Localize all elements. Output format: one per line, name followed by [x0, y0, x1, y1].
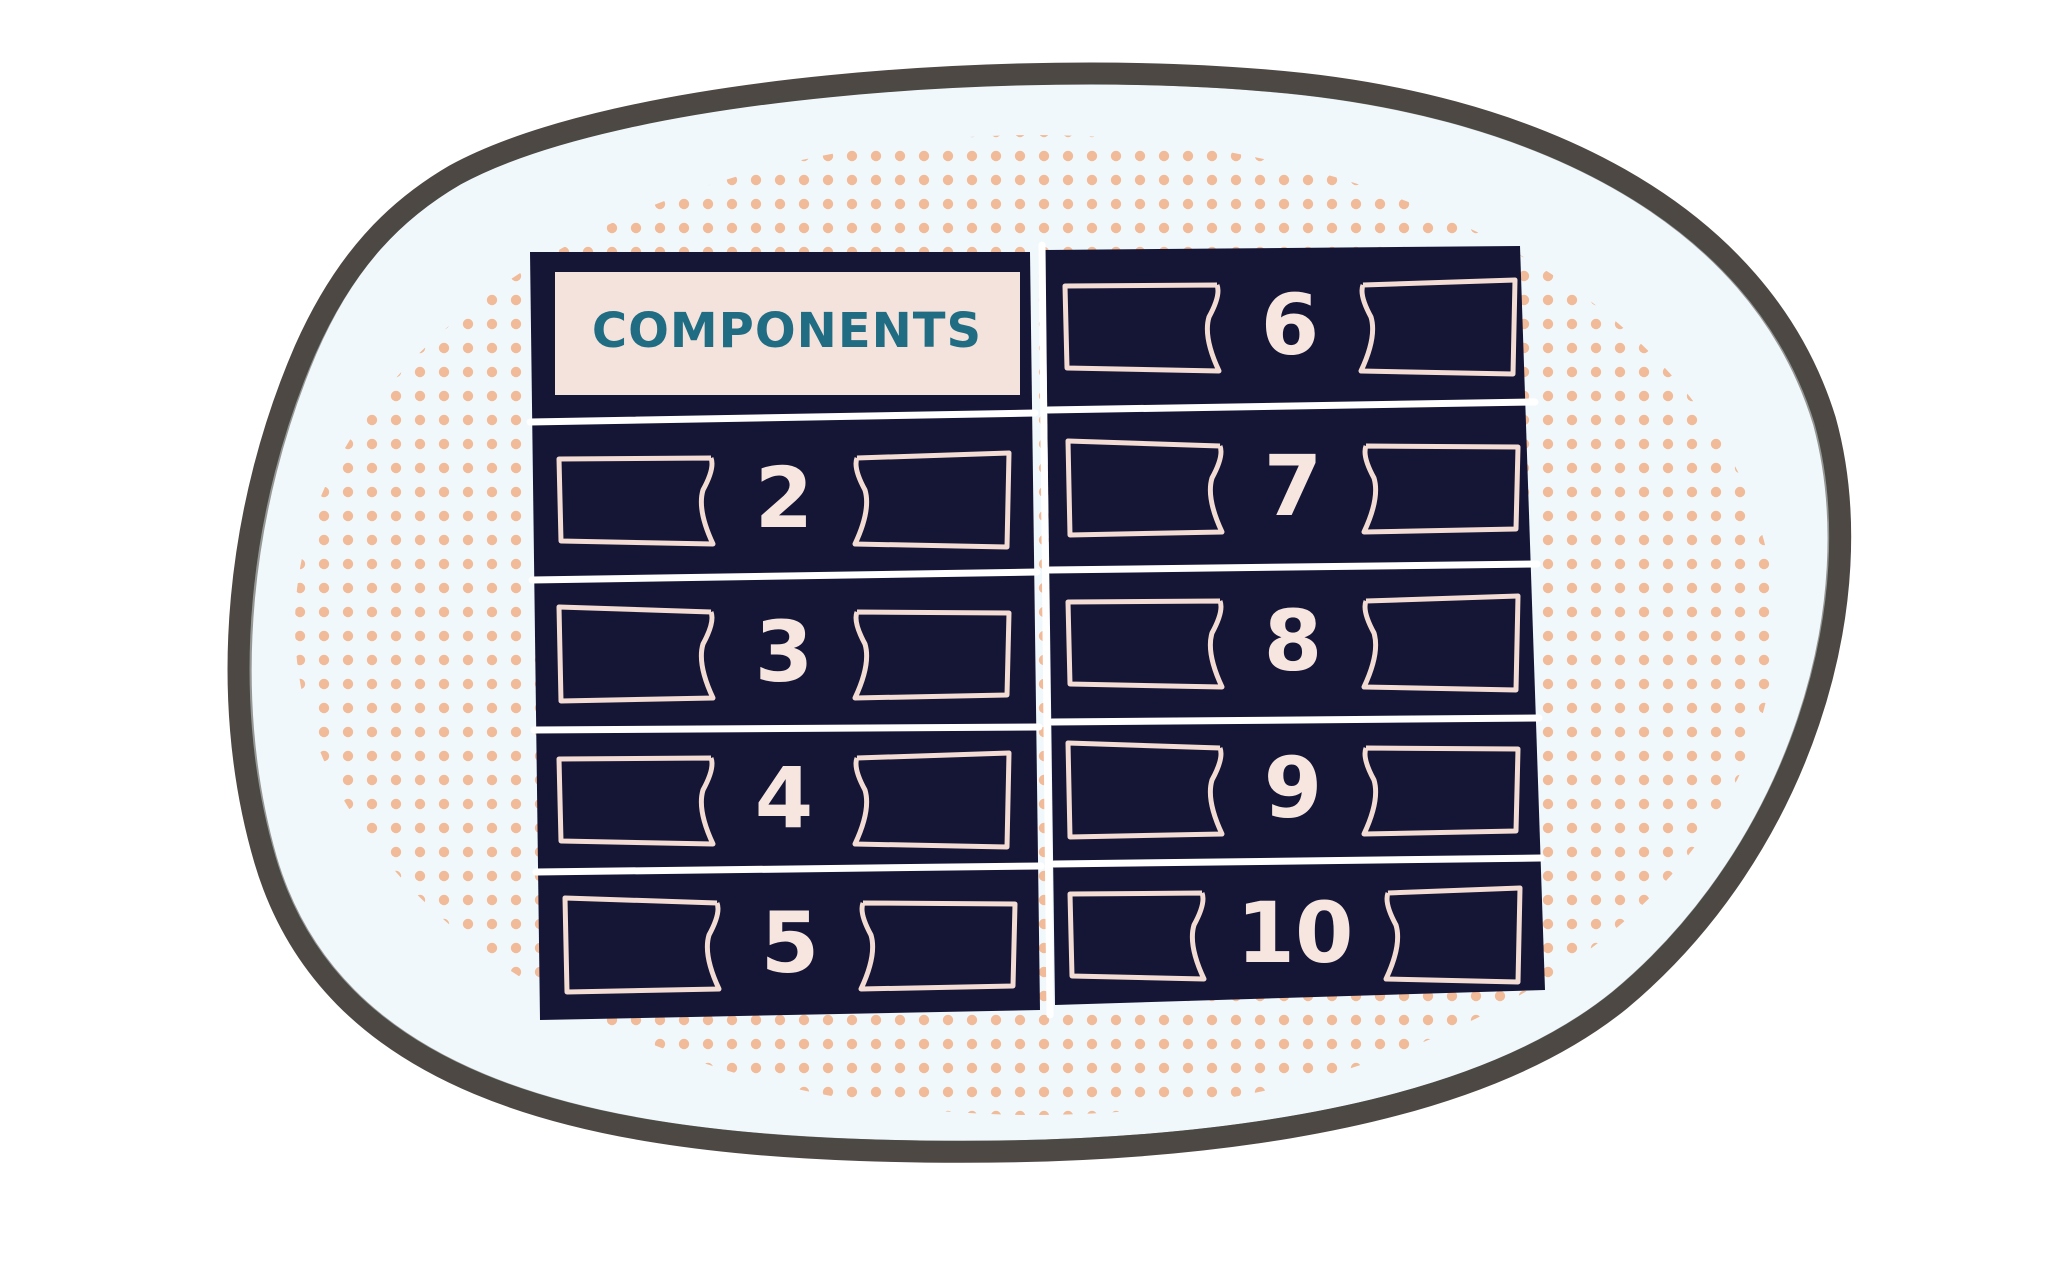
separator-right-2 [1046, 560, 1541, 574]
cell-outline [1065, 438, 1521, 538]
cell-9: 9 [1065, 739, 1521, 840]
cell-number: 9 [1264, 739, 1322, 837]
components-header-cell: COMPONENTS [555, 272, 1020, 395]
row-separators [526, 241, 1545, 1019]
cell-3: 3 [556, 603, 1012, 704]
separator-left-3 [530, 723, 1043, 734]
cell-outline [556, 450, 1012, 550]
cell-number: 5 [761, 894, 819, 992]
number-cells: 2 3 4 5 6 7 8 9 10 [556, 276, 1523, 995]
cell-number: 6 [1261, 276, 1319, 374]
cell-number: 2 [755, 449, 813, 547]
header-box [555, 272, 1020, 395]
cell-4: 4 [556, 749, 1012, 850]
separator-left-2 [528, 568, 1041, 584]
cell-outline [556, 604, 1012, 704]
cell-8: 8 [1065, 592, 1521, 693]
separator-left-4 [532, 862, 1045, 876]
cell-outline [1067, 885, 1523, 985]
blob-outline [227, 62, 1852, 1163]
cell-number: 4 [755, 749, 813, 847]
cell-number: 10 [1237, 884, 1354, 982]
cell-5: 5 [562, 894, 1018, 995]
separator-left-1 [526, 409, 1039, 426]
separator-right-3 [1048, 714, 1543, 726]
cell-number: 3 [755, 603, 813, 701]
cell-6: 6 [1062, 276, 1518, 377]
cell-7: 7 [1065, 437, 1521, 538]
right-column-panel [1045, 246, 1545, 1005]
blob-outline-rough [245, 78, 1834, 1147]
cell-10: 10 [1067, 884, 1523, 985]
cell-outline [1062, 277, 1518, 377]
cell-outline [1065, 593, 1521, 693]
left-column-panel [530, 252, 1040, 1020]
cell-outline [1065, 740, 1521, 840]
cell-2: 2 [556, 449, 1012, 550]
cell-number: 7 [1264, 437, 1322, 535]
cell-number: 8 [1264, 592, 1322, 690]
header-label: COMPONENTS [592, 303, 982, 359]
separator-vertical [1038, 241, 1054, 1019]
separator-right-1 [1044, 398, 1539, 414]
separator-right-4 [1050, 854, 1545, 868]
cell-outline [562, 895, 1018, 995]
cell-outline [556, 750, 1012, 850]
